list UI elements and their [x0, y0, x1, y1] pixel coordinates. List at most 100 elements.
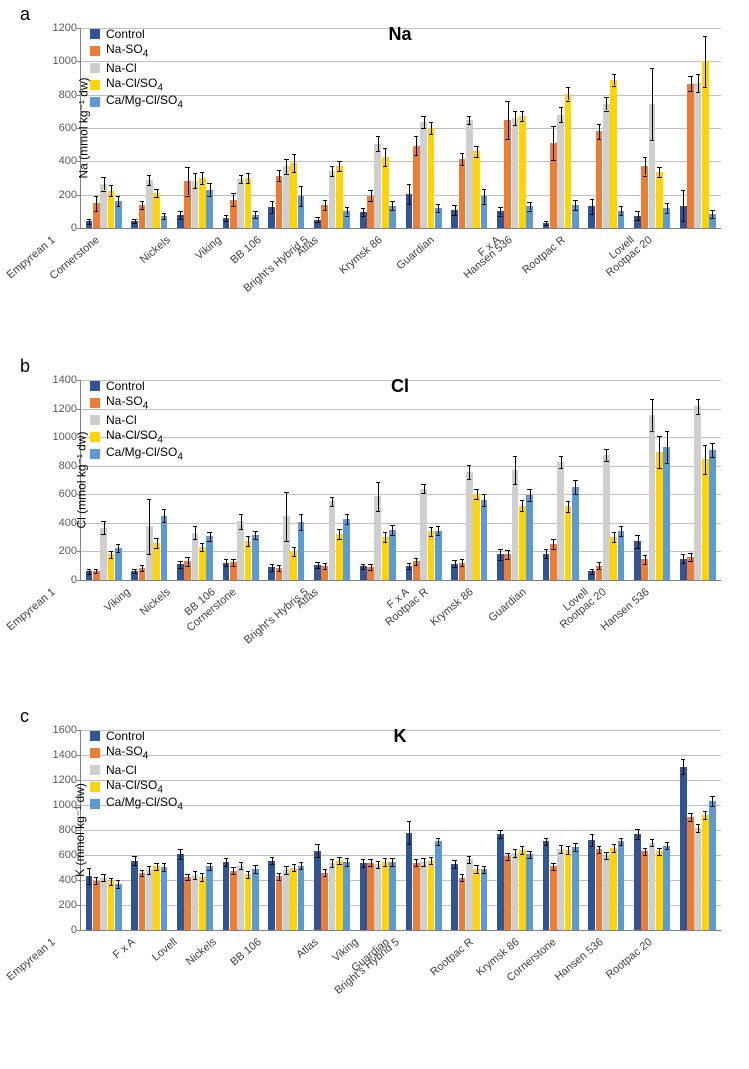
error-cap	[681, 563, 685, 564]
error-cap	[132, 865, 136, 866]
error-cap	[414, 558, 418, 559]
bar	[603, 104, 610, 228]
error-cap	[368, 201, 372, 202]
error-bar	[705, 36, 706, 88]
bar	[428, 861, 435, 930]
bar	[245, 874, 252, 930]
error-cap	[407, 821, 411, 822]
bar	[314, 851, 321, 930]
error-cap	[436, 526, 440, 527]
error-cap	[101, 521, 105, 522]
error-cap	[239, 869, 243, 870]
error-cap	[696, 92, 700, 93]
error-cap	[207, 863, 211, 864]
error-cap	[597, 124, 601, 125]
error-cap	[224, 221, 228, 222]
error-bar	[363, 208, 364, 216]
error-bar	[652, 839, 653, 847]
bar	[649, 415, 656, 580]
bar	[680, 767, 687, 930]
error-cap	[116, 196, 120, 197]
panel-a: a020040060080010001200Na (mmol kg⁻¹ dw)N…	[20, 8, 730, 288]
x-tick-label: Guardian	[395, 234, 437, 272]
error-cap	[383, 866, 387, 867]
legend-label: Control	[106, 379, 145, 393]
error-cap	[140, 870, 144, 871]
error-bar	[272, 857, 273, 865]
error-cap	[140, 209, 144, 210]
legend-item: Ca/Mg-Cl/SO4	[90, 94, 183, 110]
error-cap	[436, 845, 440, 846]
bar	[473, 494, 480, 580]
error-cap	[193, 879, 197, 880]
error-bar	[157, 863, 158, 871]
error-bar	[546, 549, 547, 558]
legend-swatch	[90, 29, 100, 39]
error-bar	[385, 858, 386, 866]
error-cap	[467, 124, 471, 125]
error-cap	[421, 128, 425, 129]
panel-letter: a	[20, 4, 30, 25]
bar	[343, 862, 350, 930]
x-tick-label: BB 106	[228, 936, 263, 968]
error-cap	[315, 844, 319, 845]
error-bar	[96, 196, 97, 211]
error-cap	[429, 857, 433, 858]
error-cap	[178, 568, 182, 569]
bar	[512, 118, 519, 228]
error-bar	[301, 186, 302, 206]
error-bar	[118, 196, 119, 206]
error-bar	[683, 554, 684, 563]
error-cap	[277, 181, 281, 182]
error-bar	[202, 172, 203, 184]
error-cap	[109, 196, 113, 197]
error-bar	[469, 856, 470, 864]
error-bar	[180, 211, 181, 219]
error-cap	[527, 851, 531, 852]
error-cap	[612, 532, 616, 533]
bar	[709, 450, 716, 580]
error-cap	[390, 525, 394, 526]
error-cap	[513, 125, 517, 126]
error-cap	[185, 557, 189, 558]
error-cap	[559, 853, 563, 854]
error-cap	[482, 506, 486, 507]
legend: ControlNa-SO4Na-ClNa-Cl/SO4Ca/Mg-Cl/SO4	[90, 26, 183, 111]
legend-label: Na-Cl	[106, 61, 137, 75]
bar	[245, 178, 252, 228]
error-cap	[551, 549, 555, 550]
bar	[588, 840, 595, 930]
error-cap	[323, 563, 327, 564]
error-bar	[157, 538, 158, 548]
error-cap	[200, 184, 204, 185]
error-cap	[94, 211, 98, 212]
error-cap	[224, 866, 228, 867]
bar	[420, 122, 427, 228]
error-bar	[424, 484, 425, 493]
error-cap	[657, 468, 661, 469]
error-cap	[421, 493, 425, 494]
error-cap	[407, 569, 411, 570]
error-cap	[665, 842, 669, 843]
error-bar	[248, 871, 249, 879]
bar	[543, 841, 550, 930]
error-cap	[154, 197, 158, 198]
error-cap	[505, 559, 509, 560]
error-cap	[132, 569, 136, 570]
error-cap	[436, 838, 440, 839]
error-cap	[452, 205, 456, 206]
error-cap	[299, 514, 303, 515]
y-tick-mark	[77, 930, 81, 931]
bar	[565, 850, 572, 930]
error-bar	[241, 514, 242, 530]
bar	[206, 866, 213, 930]
error-cap	[116, 544, 120, 545]
error-cap	[566, 846, 570, 847]
error-cap	[527, 489, 531, 490]
error-cap	[573, 480, 577, 481]
bar	[283, 166, 290, 228]
error-cap	[520, 511, 524, 512]
error-cap	[559, 122, 563, 123]
error-cap	[253, 211, 257, 212]
error-cap	[590, 834, 594, 835]
